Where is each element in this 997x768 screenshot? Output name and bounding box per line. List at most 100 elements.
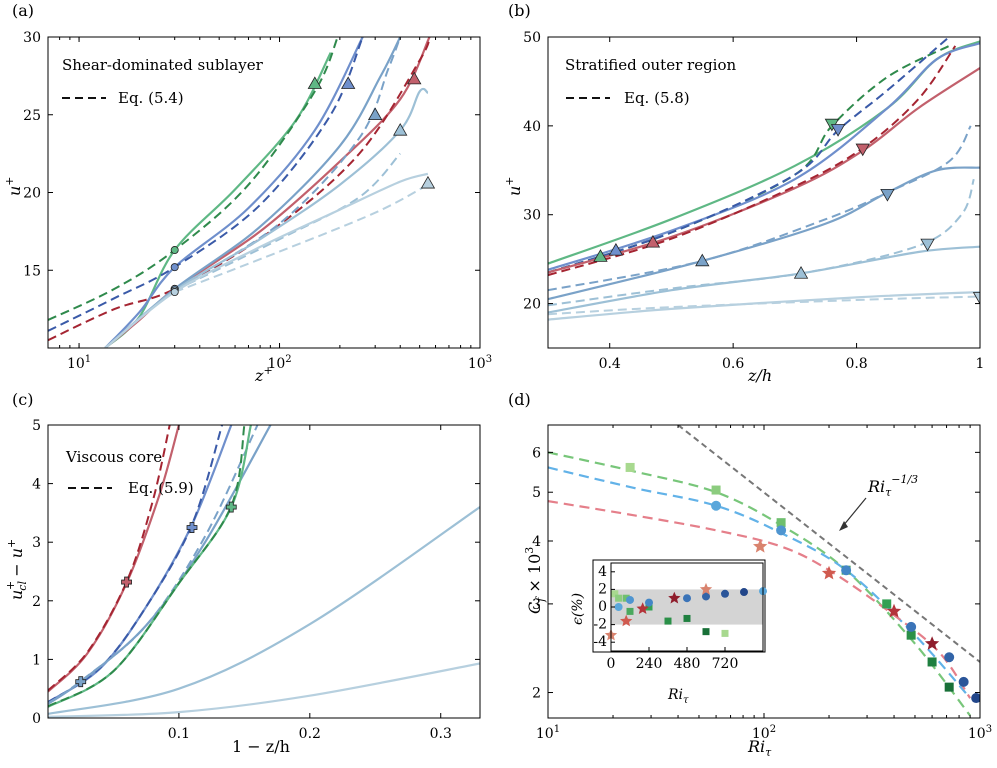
series-green-triangle-marker <box>307 76 323 89</box>
y-tick-label: 6 <box>532 445 541 461</box>
y-tick-label: 0 <box>32 711 41 727</box>
series-red-model-line <box>48 37 431 342</box>
inset-circle-marker <box>626 595 634 604</box>
x-tick-label: 0.1 <box>168 726 190 742</box>
y-tick-label: 15 <box>23 263 41 279</box>
panel-a-label: (a) <box>12 1 34 20</box>
inset-circle-marker <box>702 592 710 601</box>
y-tick-label: 20 <box>523 297 541 313</box>
x-tick-label: 0.2 <box>299 726 321 742</box>
series-red-plus-marker <box>121 576 132 588</box>
x-tick-label: 0.8 <box>845 356 867 372</box>
inset-star-marker <box>620 614 633 627</box>
inset-square-marker <box>626 607 634 615</box>
panel-c-label: (c) <box>12 390 33 409</box>
series-light2-line <box>48 662 480 718</box>
series-light1-model-line <box>548 178 975 307</box>
series-green-circle-marker <box>170 246 179 255</box>
series-red-triangle-marker <box>407 71 422 85</box>
data-circle-marker <box>776 525 787 536</box>
series-blue-triangle-marker <box>340 76 356 89</box>
inset-y-tick-label: -2 <box>593 617 607 633</box>
panel-a: (a) 101 102 103 15 20 25 30 Shear-dominated su… <box>3 1 492 385</box>
series-light2-triangle-marker <box>420 175 436 189</box>
series-steel-plus-marker <box>75 676 87 688</box>
series-steel-triangle-marker <box>880 189 895 202</box>
series-red-line <box>104 37 431 348</box>
inset-star-marker <box>636 602 649 614</box>
series-blue-triangle-marker <box>608 242 624 256</box>
y-tick-label: 5 <box>532 485 541 501</box>
inset-square-marker <box>645 603 653 611</box>
series-light1-model-line <box>174 152 401 292</box>
panel-c-annotation: Viscous core <box>65 448 162 466</box>
y-tick-label: 4 <box>32 477 41 493</box>
panel-d-ylabel: Cf × 103 <box>523 547 547 614</box>
inset-y-tick-label: 4 <box>598 564 607 580</box>
panel-c-legend-label: Eq. (5.9) <box>128 479 194 497</box>
series-red-line <box>548 67 980 274</box>
inset-circle-marker <box>683 594 691 603</box>
data-square-marker <box>711 485 721 495</box>
panel-b-label: (b) <box>508 1 531 20</box>
y-tick-label: 4 <box>532 534 541 550</box>
data-star-marker <box>924 636 940 650</box>
series-red-triangle-marker <box>855 143 870 157</box>
inset-square-marker <box>683 614 691 622</box>
series-steel-triangle-marker <box>695 253 710 267</box>
panel-c-ylabel: ucl+− u+ <box>4 539 29 600</box>
x-tick-label: 101 <box>536 724 560 742</box>
panel-b-frame <box>547 36 981 349</box>
inset-circle-marker <box>645 598 653 607</box>
inset-star-marker <box>699 582 713 595</box>
y-tick-label: 2 <box>532 686 541 702</box>
panel-b: (b) 0.4 0.6 0.8 1 20 30 40 50 Stratified outer … <box>503 1 984 385</box>
inset-ylabel: ϵ(%) <box>570 593 586 625</box>
inset-square-marker <box>702 628 710 636</box>
series-light2-circle-marker <box>170 288 179 297</box>
series-light2-model-line <box>548 295 980 316</box>
panel-d-ref-arrow <box>842 497 867 527</box>
data-star-marker <box>753 539 768 553</box>
series-blue-triangle-marker <box>830 124 846 137</box>
data-circle-marker <box>906 621 917 632</box>
inset-square-marker <box>664 617 672 625</box>
series-green-triangle-marker <box>593 249 608 262</box>
panel-b-ylabel: u+ <box>503 176 524 196</box>
data-square-marker <box>625 462 635 472</box>
series-red-model-line <box>48 425 171 692</box>
panel-b-annotation: Stratified outer region <box>565 56 737 74</box>
x-tick-label: 0.6 <box>722 356 744 372</box>
panel-a-legend-label: Eq. (5.4) <box>118 89 184 107</box>
panel-b-xlabel: z/h <box>747 366 772 385</box>
panel-d-ref-annotation: Riτ−1/3 <box>867 473 918 499</box>
panel-b-legend-label: Eq. (5.8) <box>624 89 690 107</box>
y-tick-label: 25 <box>23 108 41 124</box>
panel-d-inset: 0 240 480 720 -4-2 0 24 ϵ(%) Riτ <box>570 559 767 706</box>
data-square-marker <box>776 518 786 528</box>
series-blue-plus-marker <box>186 522 198 533</box>
data-star-marker <box>886 603 902 618</box>
series-light2-line <box>104 172 429 348</box>
series-blue-circle-marker <box>170 263 179 272</box>
x-tick-label: 0.3 <box>430 726 452 742</box>
series-green-model-line <box>48 37 339 321</box>
y-tick-label: 50 <box>523 30 541 46</box>
series-light2-model-line <box>174 183 429 293</box>
inset-square-marker <box>611 590 619 598</box>
series-blue-line <box>548 42 980 271</box>
inset-circle-marker <box>740 588 748 597</box>
x-tick-label: 0.4 <box>599 356 621 372</box>
series-red-model-line <box>548 45 957 277</box>
inset-square-marker <box>622 594 630 602</box>
inset-y-tick-label: 0 <box>598 599 607 615</box>
panel-a-ylabel: u+ <box>3 176 24 196</box>
data-circle-marker <box>971 693 980 704</box>
data-star-marker <box>821 565 837 580</box>
inset-star-marker <box>668 591 681 604</box>
series-steel-line <box>104 37 402 348</box>
reference-power-law-line <box>677 425 980 663</box>
inset-xlabel: Riτ <box>667 687 689 706</box>
series-light1-triangle-marker <box>920 238 935 252</box>
